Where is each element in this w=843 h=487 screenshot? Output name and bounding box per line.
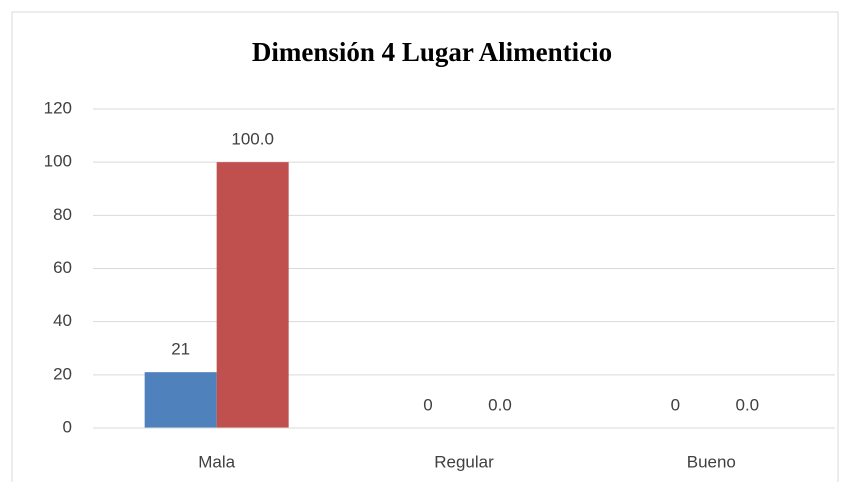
y-tick-label: 100 (44, 152, 72, 171)
y-tick-label: 80 (53, 205, 72, 224)
x-tick-label: Mala (198, 452, 235, 471)
data-label: 100.0 (231, 130, 274, 149)
data-label: 0.0 (736, 395, 760, 414)
bar (216, 162, 289, 428)
bar (144, 372, 217, 428)
data-label: 0.0 (488, 395, 512, 414)
y-tick-label: 40 (53, 311, 72, 330)
y-tick-label: 20 (53, 364, 72, 383)
data-label: 21 (171, 340, 190, 359)
chart-title: Dimensión 4 Lugar Alimenticio (252, 37, 612, 67)
y-tick-label: 120 (44, 98, 72, 117)
x-tick-label: Bueno (687, 452, 736, 471)
data-label: 0 (671, 395, 680, 414)
y-tick-label: 60 (53, 258, 72, 277)
y-tick-label: 0 (63, 417, 72, 436)
data-label: 0 (423, 395, 432, 414)
x-tick-label: Regular (434, 452, 494, 471)
